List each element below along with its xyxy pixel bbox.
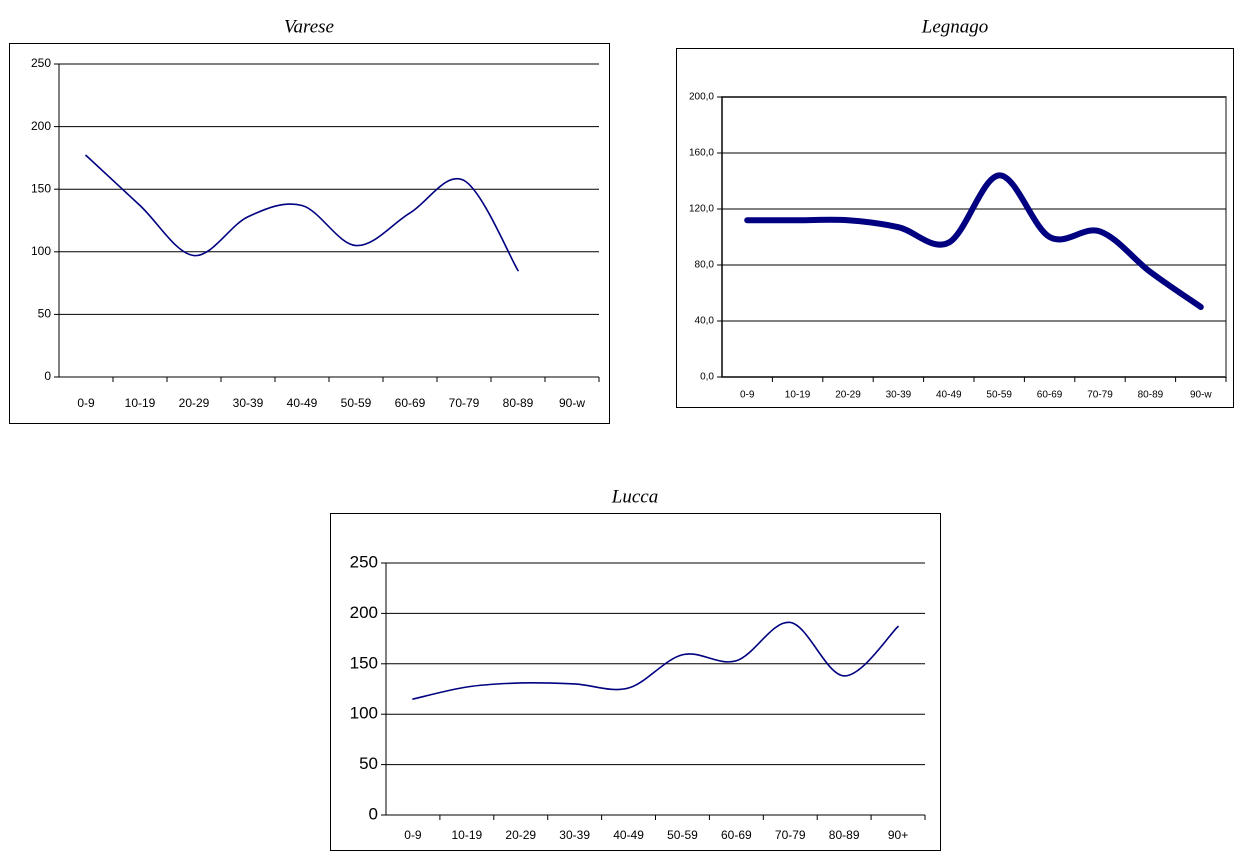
x-tick-label: 60-69 <box>1037 390 1063 401</box>
x-tick-label: 30-39 <box>233 396 264 410</box>
x-tick-label: 50-59 <box>667 828 698 842</box>
x-tick-label: 70-79 <box>1087 390 1113 401</box>
data-line <box>85 154 519 272</box>
plot-area <box>721 96 1227 378</box>
y-tick-label: 200 <box>31 119 51 133</box>
x-tick-label: 90+ <box>888 828 908 842</box>
x-tick-label: 70-79 <box>775 828 806 842</box>
y-tick-label: 250 <box>350 552 378 571</box>
x-tick-label: 20-29 <box>835 390 861 401</box>
x-tick-label: 10-19 <box>785 390 811 401</box>
y-tick-label: 0 <box>369 804 378 823</box>
chart-frame <box>676 48 1234 408</box>
x-tick-label: 30-39 <box>559 828 590 842</box>
y-tick-label: 250 <box>31 56 51 70</box>
y-tick-label: 0 <box>44 369 51 383</box>
x-tick-label: 40-49 <box>287 396 318 410</box>
x-tick-label: 10-19 <box>451 828 482 842</box>
data-line <box>744 172 1204 310</box>
y-tick-label: 80,0 <box>695 260 715 271</box>
y-tick-label: 150 <box>31 181 51 195</box>
chart-title: Legnago <box>921 16 989 37</box>
data-line <box>412 621 899 700</box>
y-tick-label: 40,0 <box>695 316 715 327</box>
x-tick-label: 0-9 <box>740 390 755 401</box>
y-tick-label: 200 <box>350 603 378 622</box>
x-tick-label: 40-49 <box>936 390 962 401</box>
y-tick-label: 0,0 <box>700 372 714 383</box>
x-tick-label: 0-9 <box>77 396 95 410</box>
chart-frame <box>9 43 610 424</box>
x-tick-label: 20-29 <box>505 828 536 842</box>
chart-title: Varese <box>284 16 334 37</box>
x-tick-label: 70-79 <box>449 396 480 410</box>
chart-frame <box>330 513 941 851</box>
x-tick-label: 90-w <box>559 396 585 410</box>
y-tick-label: 100 <box>31 244 51 258</box>
x-tick-label: 60-69 <box>721 828 752 842</box>
y-tick-label: 120,0 <box>689 204 714 215</box>
chart-title: Lucca <box>611 486 658 507</box>
x-tick-label: 80-89 <box>1138 390 1164 401</box>
x-tick-label: 50-59 <box>986 390 1012 401</box>
x-tick-label: 80-89 <box>829 828 860 842</box>
y-tick-label: 160,0 <box>689 148 714 159</box>
x-tick-label: 80-89 <box>503 396 534 410</box>
y-tick-label: 100 <box>350 704 378 723</box>
x-tick-label: 40-49 <box>613 828 644 842</box>
x-tick-label: 30-39 <box>886 390 912 401</box>
x-tick-label: 0-9 <box>404 828 422 842</box>
x-tick-label: 90-w <box>1190 390 1212 401</box>
x-tick-label: 20-29 <box>179 396 210 410</box>
y-tick-label: 50 <box>359 754 378 773</box>
x-tick-label: 60-69 <box>395 396 426 410</box>
y-tick-label: 50 <box>38 307 52 321</box>
x-tick-label: 50-59 <box>341 396 372 410</box>
x-tick-label: 10-19 <box>125 396 156 410</box>
y-tick-label: 150 <box>350 653 378 672</box>
y-tick-label: 200,0 <box>689 92 714 103</box>
